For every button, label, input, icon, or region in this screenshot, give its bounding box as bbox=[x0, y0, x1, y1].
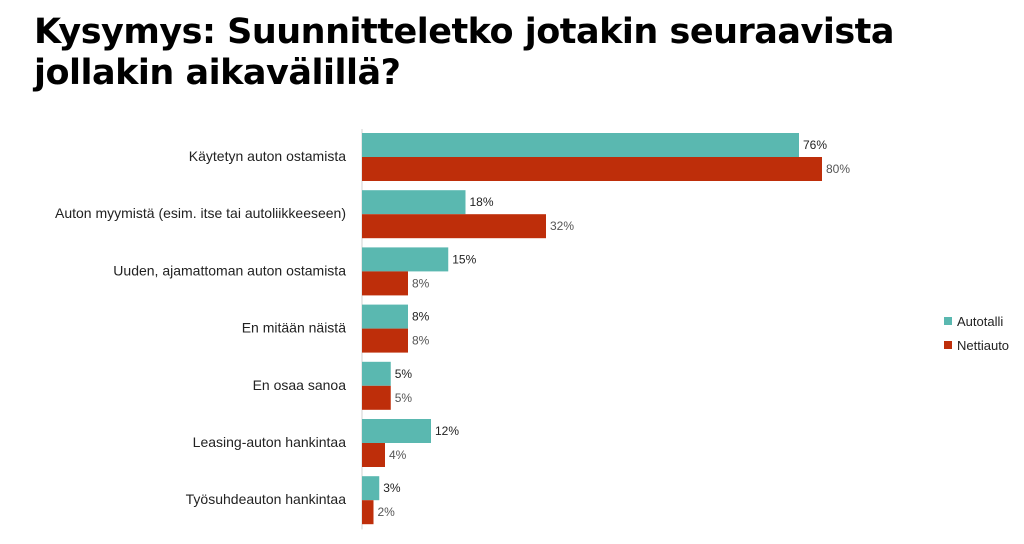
category-label: Työsuhdeauton hankintaa bbox=[186, 491, 347, 507]
bar-nettiauto-3 bbox=[362, 271, 408, 296]
data-label-nettiauto: 8% bbox=[412, 334, 430, 348]
data-label-autotalli: 12% bbox=[435, 424, 459, 438]
bar-nettiauto-5 bbox=[362, 385, 391, 410]
bar-autotalli-6 bbox=[362, 419, 431, 443]
category-label: Uuden, ajamattoman auton ostamista bbox=[113, 262, 346, 278]
category-label: En mitään näistä bbox=[242, 320, 346, 336]
data-label-nettiauto: 2% bbox=[378, 505, 396, 519]
legend: Autotalli Nettiauto bbox=[944, 309, 1009, 357]
legend-swatch-autotalli bbox=[944, 317, 952, 325]
category-label: En osaa sanoa bbox=[253, 377, 347, 393]
data-label-nettiauto: 32% bbox=[550, 219, 574, 233]
category-label: Auton myymistä (esim. itse tai autoliikk… bbox=[55, 205, 346, 221]
legend-label-nettiauto: Nettiauto bbox=[957, 337, 1010, 353]
data-label-autotalli: 8% bbox=[412, 310, 430, 324]
bar-autotalli-7 bbox=[362, 476, 380, 501]
data-label-autotalli: 76% bbox=[803, 138, 827, 152]
bar-nettiauto-2 bbox=[362, 214, 546, 239]
data-label-nettiauto: 80% bbox=[826, 162, 850, 176]
bar-autotalli-5 bbox=[362, 361, 391, 386]
category-label: Käytetyn auton ostamista bbox=[189, 148, 346, 164]
data-label-autotalli: 15% bbox=[452, 252, 476, 266]
bar-autotalli-2 bbox=[362, 190, 466, 215]
bar-nettiauto-6 bbox=[362, 443, 385, 467]
data-label-autotalli: 3% bbox=[383, 481, 401, 495]
bar-autotalli-1 bbox=[362, 133, 799, 157]
bar-autotalli-4 bbox=[362, 304, 408, 329]
data-label-nettiauto: 5% bbox=[395, 391, 413, 405]
chart-title: Kysymys: Suunnitteletko jotakin seuraavi… bbox=[34, 12, 895, 93]
legend-swatch-nettiauto bbox=[944, 341, 952, 349]
bar-nettiauto-7 bbox=[362, 500, 374, 525]
data-label-autotalli: 18% bbox=[470, 195, 494, 209]
legend-item-nettiauto: Nettiauto bbox=[944, 333, 1009, 357]
bar-nettiauto-1 bbox=[362, 157, 822, 181]
bar-autotalli-3 bbox=[362, 247, 449, 272]
data-label-autotalli: 5% bbox=[395, 367, 413, 381]
category-label: Leasing-auton hankintaa bbox=[193, 434, 347, 450]
legend-label-autotalli: Autotalli bbox=[957, 313, 1004, 329]
bar-nettiauto-4 bbox=[362, 328, 408, 353]
data-label-nettiauto: 8% bbox=[412, 276, 430, 290]
legend-item-autotalli: Autotalli bbox=[944, 309, 1009, 333]
data-label-nettiauto: 4% bbox=[389, 448, 407, 462]
